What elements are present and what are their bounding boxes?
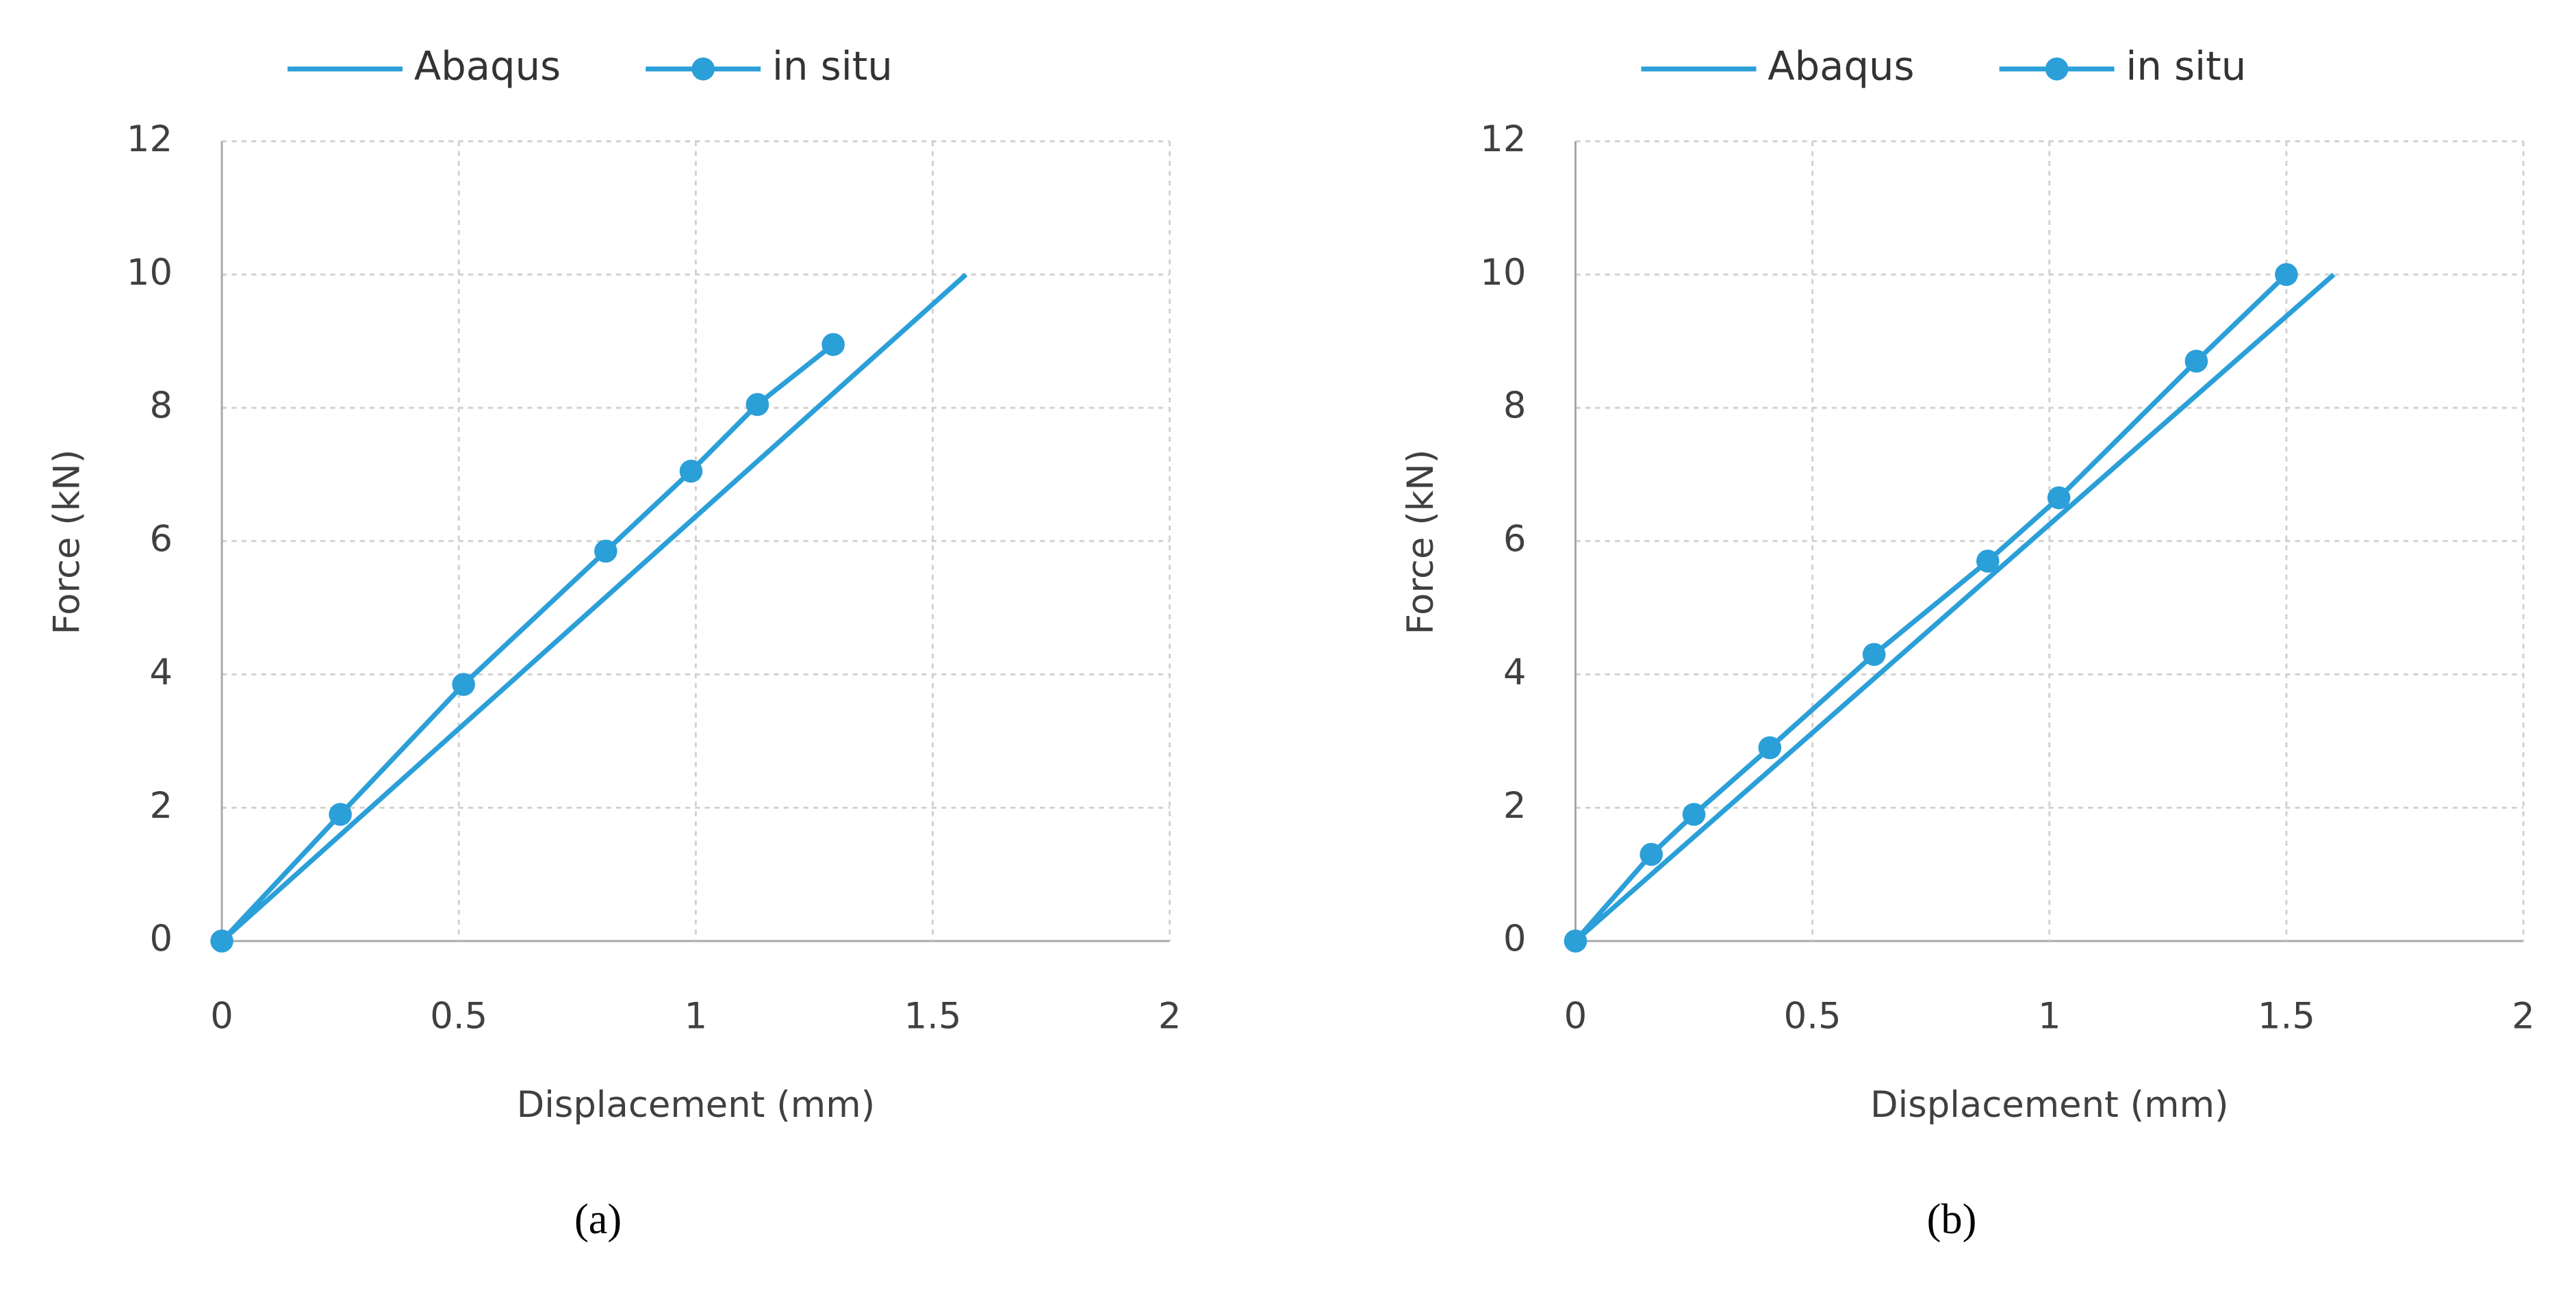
x-tick-label: 1 bbox=[2038, 995, 2061, 1037]
y-axis-label: Force (kN) bbox=[47, 450, 88, 635]
data-line bbox=[1573, 272, 2288, 943]
y-tick-label: 12 bbox=[1480, 118, 1526, 160]
x-tick-label: 1.5 bbox=[2258, 995, 2315, 1037]
data-point bbox=[452, 673, 475, 696]
y-tick-label: 10 bbox=[127, 252, 173, 294]
x-tick-label: 2 bbox=[1158, 995, 1182, 1037]
x-tick-label: 2 bbox=[2512, 995, 2535, 1037]
y-tick-label: 2 bbox=[149, 785, 173, 827]
x-tick-label: 0 bbox=[210, 995, 233, 1037]
data-point bbox=[1564, 929, 1587, 953]
x-tick-label: 0.5 bbox=[1784, 995, 1841, 1037]
data-line bbox=[220, 342, 835, 943]
y-tick-label: 12 bbox=[127, 118, 173, 160]
x-tick-label: 0 bbox=[1564, 995, 1587, 1037]
caption: (b) bbox=[1927, 1196, 1977, 1243]
y-tick-label: 8 bbox=[149, 385, 173, 427]
legend-label: Abaqus bbox=[1768, 43, 1914, 89]
data-point bbox=[210, 929, 233, 953]
x-tick-label: 1 bbox=[685, 995, 708, 1037]
y-tick-label: 10 bbox=[1480, 252, 1526, 294]
data-point bbox=[1640, 842, 1663, 866]
x-axis-label: Displacement (mm) bbox=[517, 1084, 876, 1126]
data-point bbox=[329, 803, 352, 826]
data-point bbox=[745, 393, 769, 416]
data-line bbox=[1574, 272, 2336, 943]
y-tick-label: 6 bbox=[149, 518, 173, 560]
y-tick-label: 0 bbox=[1503, 918, 1527, 960]
y-tick-label: 2 bbox=[1503, 785, 1527, 827]
data-point bbox=[594, 539, 617, 563]
x-tick-label: 1.5 bbox=[904, 995, 962, 1037]
y-tick-label: 8 bbox=[1503, 385, 1527, 427]
data-line bbox=[220, 272, 968, 943]
data-point bbox=[821, 333, 845, 357]
data-point bbox=[1682, 803, 1706, 826]
legend-label: Abaqus bbox=[414, 43, 561, 89]
data-point bbox=[2047, 486, 2071, 510]
legend-label: in situ bbox=[772, 43, 893, 89]
legend-marker bbox=[691, 57, 715, 81]
data-point bbox=[2184, 349, 2208, 373]
x-axis-label: Displacement (mm) bbox=[1870, 1084, 2229, 1126]
caption: (a) bbox=[574, 1196, 622, 1243]
y-tick-label: 6 bbox=[1503, 518, 1527, 560]
data-point bbox=[1862, 643, 1886, 667]
data-point bbox=[1758, 736, 1782, 760]
data-point bbox=[679, 459, 703, 483]
y-tick-label: 4 bbox=[149, 652, 173, 693]
x-tick-label: 0.5 bbox=[430, 995, 487, 1037]
data-point bbox=[1976, 550, 2000, 573]
y-axis-label: Force (kN) bbox=[1400, 450, 1442, 635]
data-point bbox=[2275, 263, 2298, 286]
legend-label: in situ bbox=[2126, 43, 2246, 89]
y-tick-label: 4 bbox=[1503, 652, 1527, 693]
legend-marker bbox=[2045, 57, 2069, 81]
y-tick-label: 0 bbox=[149, 918, 173, 960]
